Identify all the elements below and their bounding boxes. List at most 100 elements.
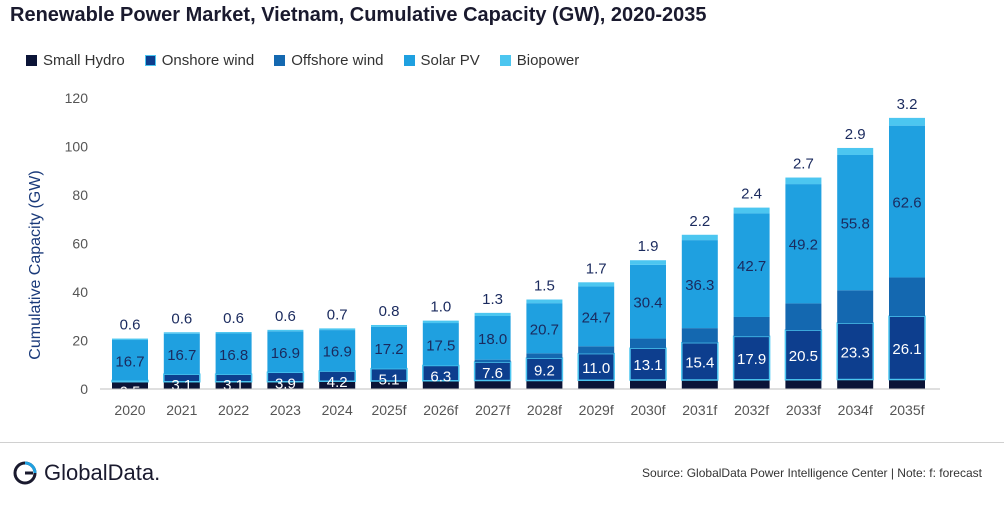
y-axis: 0 20 40 60 80 100 120 xyxy=(65,90,89,397)
logo-text: GlobalData. xyxy=(44,460,161,485)
data-label-biopower: 0.6 xyxy=(171,310,192,327)
bar-segment-solar-pv xyxy=(785,184,822,304)
x-tick-label: 2029f xyxy=(579,402,614,418)
data-label-onshore-wind: 17.9 xyxy=(737,351,766,368)
bar-segment-offshore-wind xyxy=(526,353,563,359)
data-label-solar-pv: 30.4 xyxy=(633,295,662,312)
legend-item-biopower: Biopower xyxy=(499,52,580,69)
bar-segment-solar-pv xyxy=(837,154,874,291)
data-label-onshore-wind: 3.1 xyxy=(171,377,192,394)
data-label-onshore-wind: 5.1 xyxy=(379,372,400,389)
bar-segment-small-hydro xyxy=(681,380,718,389)
data-label-onshore-wind: 15.4 xyxy=(685,354,714,371)
y-tick-label: 20 xyxy=(72,333,88,349)
bar-segment-offshore-wind xyxy=(474,359,511,363)
data-label-solar-pv: 17.2 xyxy=(374,341,403,358)
data-label-onshore-wind: 9.2 xyxy=(534,362,555,379)
bar-segment-small-hydro xyxy=(163,381,200,389)
data-label-solar-pv: 62.6 xyxy=(892,195,921,212)
data-label-biopower: 2.2 xyxy=(689,213,710,230)
legend-label: Offshore wind xyxy=(291,52,384,69)
data-label-biopower: 0.6 xyxy=(275,308,296,325)
legend: Small Hydro Onshore wind Offshore wind S… xyxy=(26,52,579,69)
bar-segment-small-hydro xyxy=(267,381,304,389)
data-label-solar-pv: 42.7 xyxy=(737,258,766,275)
data-label-onshore-wind: 6.3 xyxy=(430,368,451,385)
bar-segment-offshore-wind xyxy=(578,346,615,354)
data-label-solar-pv: 20.7 xyxy=(530,321,559,338)
bar-segment-biopower xyxy=(474,312,511,317)
bar-segment-biopower xyxy=(889,117,925,126)
y-axis-label: Cumulative Capacity (GW) xyxy=(27,170,44,359)
bar-segment-solar-pv xyxy=(681,240,718,329)
chart-title: Renewable Power Market, Vietnam, Cumulat… xyxy=(10,4,707,26)
bar-segment-biopower xyxy=(163,332,200,334)
legend-label: Small Hydro xyxy=(43,52,125,69)
bar-segment-onshore-wind xyxy=(888,315,926,381)
bar-segment-biopower xyxy=(319,328,356,331)
data-label-solar-pv: 17.5 xyxy=(426,337,455,354)
bar-segment-small-hydro xyxy=(319,381,356,389)
data-label-solar-pv: 16.7 xyxy=(167,347,196,364)
data-label-biopower: 2.7 xyxy=(793,156,814,173)
bar-segment-onshore-wind xyxy=(577,352,615,382)
data-label-onshore-wind: 4.2 xyxy=(327,374,348,391)
bar-segment-solar-pv xyxy=(267,331,304,373)
x-axis: 2020 2021 2022 2023 2024 2025f 2026f 2027f 2028f… xyxy=(100,388,940,418)
legend-label: Biopower xyxy=(516,52,580,69)
bar-segment-biopower xyxy=(267,329,304,332)
bar-segment-solar-pv xyxy=(371,326,407,369)
bar-segment-solar-pv xyxy=(215,333,252,375)
data-label-biopower: 1.3 xyxy=(482,291,503,308)
bar-segment-biopower xyxy=(681,234,718,241)
x-tick-label: 2031f xyxy=(682,402,717,418)
data-label-biopower: 0.6 xyxy=(223,310,244,327)
data-label-solar-pv: 18.0 xyxy=(478,331,507,348)
x-tick-label: 2025f xyxy=(371,402,406,418)
bar-segment-solar-pv xyxy=(112,340,148,381)
bar-segment-biopower xyxy=(837,147,874,155)
bar-segment-offshore-wind xyxy=(630,338,666,349)
bar-segment-biopower xyxy=(371,324,407,327)
bar-segment-biopower xyxy=(785,177,822,185)
bars: 0.5 16.7 0.6 3.1 16.7 0.6 3.1 16.8 0.6 3.9 16.9 0.6… xyxy=(111,96,926,401)
stacked-bar-chart: 0 20 40 60 80 100 120 0.5 16.7 0.6 3.1 16.7 0.6 3.1 1… xyxy=(27,90,940,418)
bar-segment-biopower xyxy=(112,338,148,341)
globaldata-logo-icon xyxy=(13,461,37,485)
legend-item-onshore-wind: Onshore wind xyxy=(144,52,254,69)
bar-segment-solar-pv xyxy=(163,333,200,375)
data-label-biopower: 1.5 xyxy=(534,278,555,295)
x-tick-label: 2024 xyxy=(322,402,353,418)
x-tick-label: 2020 xyxy=(114,402,145,418)
bar-segment-offshore-wind xyxy=(837,290,874,324)
bar-segment-small-hydro xyxy=(371,380,407,389)
data-label-solar-pv: 49.2 xyxy=(789,237,818,254)
bar-segment-small-hydro xyxy=(474,380,511,389)
source-note: Source: GlobalData Power Intelligence Ce… xyxy=(642,466,982,480)
bar-segment-biopower xyxy=(422,320,459,324)
bar-segment-solar-pv xyxy=(526,303,563,354)
data-label-onshore-wind: 13.1 xyxy=(633,357,662,374)
legend-swatch xyxy=(26,55,37,66)
legend-item-offshore-wind: Offshore wind xyxy=(274,52,384,69)
bar-segment-small-hydro xyxy=(422,380,459,389)
bar-segment-biopower xyxy=(578,282,615,287)
x-tick-label: 2022 xyxy=(218,402,249,418)
data-label-onshore-wind: 3.1 xyxy=(223,377,244,394)
bar-segment-onshore-wind xyxy=(422,364,460,382)
bar-segment-small-hydro xyxy=(526,380,563,389)
bar-segment-biopower xyxy=(215,332,252,334)
y-tick-label: 0 xyxy=(80,381,88,397)
x-tick-label: 2023 xyxy=(270,402,301,418)
bar-segment-solar-pv xyxy=(319,330,356,372)
bar-segment-small-hydro xyxy=(112,381,148,389)
data-label-biopower: 2.4 xyxy=(741,186,762,203)
x-tick-label: 2033f xyxy=(786,402,821,418)
x-tick-label: 2030f xyxy=(630,402,665,418)
bar-segment-offshore-wind xyxy=(785,303,822,331)
x-tick-label: 2027f xyxy=(475,402,510,418)
bar-segment-biopower xyxy=(630,260,666,265)
legend-swatch xyxy=(499,55,511,66)
data-label-onshore-wind: 11.0 xyxy=(582,360,610,377)
data-label-solar-pv: 16.9 xyxy=(271,345,300,362)
